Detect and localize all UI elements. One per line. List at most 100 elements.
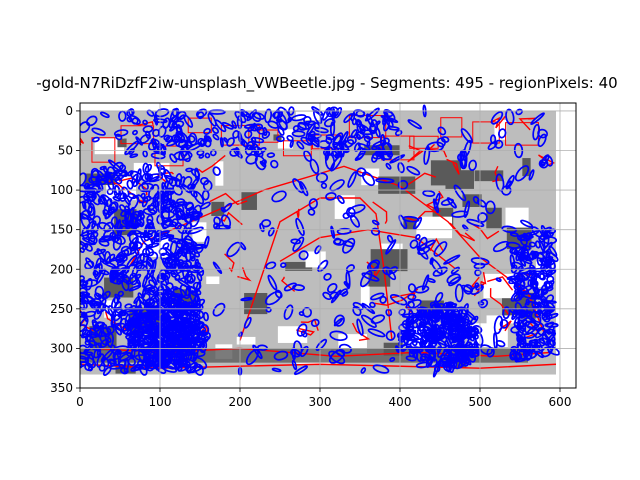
segment-contour [370, 292, 385, 301]
dense-contour [81, 200, 87, 210]
dense-contour [516, 334, 522, 343]
dense-contour [366, 113, 375, 128]
dense-contour [323, 118, 336, 128]
segment-contour [453, 184, 467, 202]
wheel-contour [447, 302, 455, 312]
dense-contour [536, 309, 543, 315]
segment-contour [463, 200, 471, 218]
segment-contour [252, 344, 263, 360]
wheel-contour [126, 329, 134, 337]
segment-contour [520, 219, 534, 228]
dense-contour [532, 251, 546, 260]
segment-contour [339, 288, 348, 296]
dense-contour [115, 249, 130, 262]
wheel-contour [195, 329, 205, 344]
segment-contour [208, 109, 226, 115]
segment-contour [407, 119, 422, 130]
dense-contour [105, 253, 116, 264]
dense-contour [186, 212, 202, 219]
wheel-contour [202, 335, 210, 344]
segment-contour [360, 367, 367, 374]
dense-contour [148, 201, 157, 212]
dense-contour [126, 179, 134, 190]
dense-contour [91, 192, 102, 206]
segment-contour [80, 297, 88, 310]
dense-contour [525, 314, 537, 323]
segment-boundary [489, 288, 510, 316]
dense-contour [545, 269, 557, 278]
dense-contour [152, 128, 161, 137]
dense-contour [539, 256, 554, 263]
dense-contour [355, 133, 362, 140]
dense-contour [350, 129, 358, 139]
dense-contour [84, 189, 97, 199]
wheel-contour [418, 322, 426, 337]
region-patch [522, 158, 531, 177]
y-tick-label: 250 [50, 302, 73, 316]
segment-contour [261, 219, 272, 228]
dense-contour [102, 327, 110, 336]
dense-contour [126, 109, 134, 118]
dense-contour [507, 276, 520, 285]
dense-contour [219, 137, 224, 148]
segment-contour [432, 266, 448, 277]
dense-contour [303, 115, 312, 125]
dense-contour [98, 238, 110, 247]
dense-contour [250, 123, 264, 132]
dense-contour [176, 110, 187, 120]
x-tick-label: 500 [469, 395, 492, 409]
grid [80, 103, 576, 388]
segment-contour [325, 134, 335, 141]
dense-contour [371, 145, 378, 151]
dense-contour [193, 190, 205, 205]
segment-boundary [405, 210, 439, 222]
segment-contour [91, 127, 106, 136]
segment-contour [342, 212, 351, 220]
segment-contour [298, 250, 309, 261]
chart-title: -gold-N7RiDzfF2iw-unsplash_VWBeetle.jpg … [36, 74, 617, 93]
dense-contour [142, 150, 148, 158]
segment-contour [501, 225, 518, 234]
dense-contour [85, 329, 93, 343]
region-patch [117, 138, 127, 148]
segment-contour [532, 123, 541, 141]
dense-contour [291, 130, 306, 138]
dense-contour [509, 254, 516, 269]
segment-contour [372, 364, 390, 374]
dense-contour [168, 199, 176, 207]
wheel-contour [419, 339, 427, 348]
wheel-contour [125, 334, 137, 342]
segment-contour [129, 153, 139, 159]
dense-contour [102, 366, 112, 376]
dense-contour [80, 172, 87, 187]
segment-contour [266, 152, 276, 158]
segment-contour [283, 282, 297, 292]
segment-contour [265, 261, 277, 270]
dense-contour [89, 231, 99, 240]
dense-contour [134, 276, 141, 286]
segment-contour [443, 254, 461, 265]
dense-contour [145, 260, 154, 278]
dense-contour [91, 319, 99, 330]
dense-contour [240, 109, 252, 119]
dense-contour [253, 145, 264, 158]
dense-contour [196, 272, 203, 282]
dense-contour [80, 317, 89, 333]
wheel-contour [471, 325, 483, 334]
segment-boundary [405, 172, 437, 187]
dense-contour [133, 366, 145, 371]
dense-contour [178, 239, 195, 250]
dense-contour [150, 138, 160, 146]
segment-contour [502, 306, 511, 320]
dense-contour [181, 265, 190, 281]
segment-contour [267, 227, 275, 237]
segment-contour [280, 262, 287, 268]
region-patch [285, 261, 313, 271]
dense-contour [353, 109, 366, 117]
dense-contour [529, 270, 541, 278]
dense-contour [518, 306, 528, 318]
dense-contour [518, 348, 527, 361]
segment-contour [347, 204, 366, 215]
wheel-contour [185, 353, 193, 361]
segment-contour [320, 182, 328, 189]
